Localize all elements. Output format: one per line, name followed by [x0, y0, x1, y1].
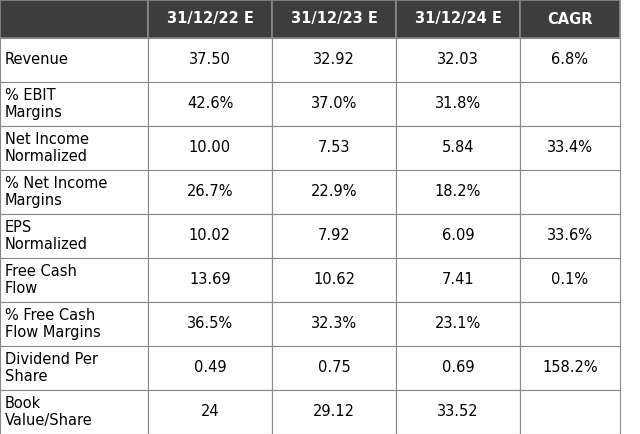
Bar	[396, 390, 520, 434]
Text: 33.6%: 33.6%	[547, 228, 593, 243]
Text: 13.69: 13.69	[189, 273, 231, 287]
Bar	[396, 170, 520, 214]
Text: Book
Value/Share: Book Value/Share	[5, 396, 93, 428]
Text: 31/12/24 E: 31/12/24 E	[415, 11, 501, 26]
Bar	[520, 126, 620, 170]
Bar	[0, 126, 148, 170]
Bar	[0, 0, 148, 38]
Text: 10.02: 10.02	[189, 228, 231, 243]
Bar	[0, 38, 148, 82]
Bar	[0, 82, 148, 126]
Text: 7.53: 7.53	[317, 141, 350, 155]
Text: 0.69: 0.69	[442, 361, 474, 375]
Bar	[272, 258, 396, 302]
Bar	[520, 302, 620, 346]
Bar	[148, 126, 272, 170]
Bar	[272, 38, 396, 82]
Text: CAGR: CAGR	[547, 11, 593, 26]
Text: % Free Cash
Flow Margins: % Free Cash Flow Margins	[5, 308, 100, 340]
Text: EPS
Normalized: EPS Normalized	[5, 220, 88, 252]
Text: 6.8%: 6.8%	[552, 53, 589, 68]
Bar	[520, 0, 620, 38]
Bar	[272, 214, 396, 258]
Bar	[0, 214, 148, 258]
Bar	[396, 82, 520, 126]
Bar	[520, 38, 620, 82]
Bar	[520, 170, 620, 214]
Text: % Net Income
Margins: % Net Income Margins	[5, 176, 108, 208]
Bar	[520, 346, 620, 390]
Text: 0.75: 0.75	[317, 361, 350, 375]
Bar	[272, 82, 396, 126]
Text: 10.00: 10.00	[189, 141, 231, 155]
Bar	[272, 346, 396, 390]
Text: 7.41: 7.41	[442, 273, 474, 287]
Text: 24: 24	[201, 404, 220, 420]
Text: 33.52: 33.52	[437, 404, 479, 420]
Bar	[272, 126, 396, 170]
Text: Net Income
Normalized: Net Income Normalized	[5, 132, 89, 164]
Bar	[272, 0, 396, 38]
Bar	[148, 82, 272, 126]
Text: 22.9%: 22.9%	[311, 184, 357, 200]
Bar	[396, 214, 520, 258]
Bar	[148, 302, 272, 346]
Bar	[396, 302, 520, 346]
Text: 10.62: 10.62	[313, 273, 355, 287]
Bar	[0, 346, 148, 390]
Bar	[148, 170, 272, 214]
Bar	[520, 258, 620, 302]
Bar	[0, 170, 148, 214]
Text: 31/12/22 E: 31/12/22 E	[166, 11, 253, 26]
Bar	[396, 258, 520, 302]
Text: 7.92: 7.92	[317, 228, 350, 243]
Text: 26.7%: 26.7%	[187, 184, 233, 200]
Text: 37.0%: 37.0%	[311, 96, 357, 112]
Bar	[148, 390, 272, 434]
Text: 32.3%: 32.3%	[311, 316, 357, 332]
Text: 23.1%: 23.1%	[435, 316, 481, 332]
Text: 29.12: 29.12	[313, 404, 355, 420]
Bar	[396, 38, 520, 82]
Text: Dividend Per
Share: Dividend Per Share	[5, 352, 98, 384]
Text: 33.4%: 33.4%	[547, 141, 593, 155]
Text: 42.6%: 42.6%	[187, 96, 233, 112]
Bar	[272, 390, 396, 434]
Bar	[148, 346, 272, 390]
Bar	[148, 0, 272, 38]
Text: 6.09: 6.09	[442, 228, 474, 243]
Bar	[148, 258, 272, 302]
Text: 36.5%: 36.5%	[187, 316, 233, 332]
Bar	[396, 346, 520, 390]
Bar	[520, 214, 620, 258]
Text: 0.1%: 0.1%	[552, 273, 589, 287]
Bar	[396, 126, 520, 170]
Text: 32.03: 32.03	[437, 53, 479, 68]
Bar	[520, 82, 620, 126]
Bar	[0, 258, 148, 302]
Text: 0.49: 0.49	[194, 361, 227, 375]
Text: 158.2%: 158.2%	[542, 361, 598, 375]
Text: Free Cash
Flow: Free Cash Flow	[5, 264, 77, 296]
Text: 31/12/23 E: 31/12/23 E	[291, 11, 378, 26]
Bar	[520, 390, 620, 434]
Bar	[396, 0, 520, 38]
Bar	[0, 302, 148, 346]
Text: 37.50: 37.50	[189, 53, 231, 68]
Bar	[148, 38, 272, 82]
Text: Revenue: Revenue	[5, 53, 69, 68]
Bar	[272, 302, 396, 346]
Text: 31.8%: 31.8%	[435, 96, 481, 112]
Text: 18.2%: 18.2%	[435, 184, 481, 200]
Bar	[0, 390, 148, 434]
Bar	[272, 170, 396, 214]
Text: 5.84: 5.84	[442, 141, 474, 155]
Bar	[148, 214, 272, 258]
Text: 32.92: 32.92	[313, 53, 355, 68]
Text: % EBIT
Margins: % EBIT Margins	[5, 88, 63, 120]
